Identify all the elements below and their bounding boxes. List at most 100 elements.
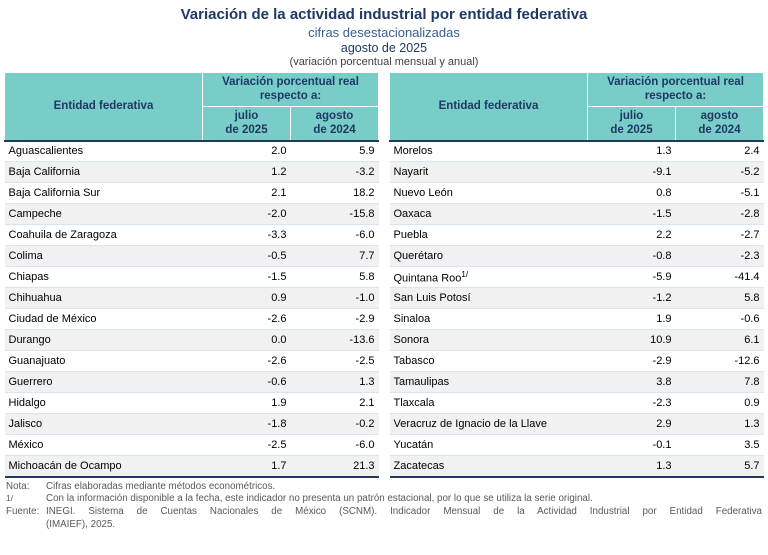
- note-fuente-text-line1: INEGI. Sistema de Cuentas Nacionales de …: [46, 505, 762, 517]
- monthly-variation-value: -0.5: [202, 245, 291, 267]
- monthly-variation-value: 0.9: [202, 287, 291, 309]
- monthly-variation-value: 1.2: [202, 161, 291, 183]
- monthly-variation-value: -2.6: [202, 308, 291, 330]
- table-row: Chihuahua 0.9 -1.0: [4, 287, 379, 309]
- monthly-variation-value: 1.3: [587, 455, 676, 478]
- annual-variation-value: 1.3: [290, 371, 379, 393]
- entity-name: Chihuahua: [4, 287, 203, 309]
- monthly-variation-value: 1.3: [587, 140, 676, 162]
- monthly-variation-value: 3.8: [587, 371, 676, 393]
- monthly-variation-value: -1.8: [202, 413, 291, 435]
- monthly-variation-value: 0.8: [587, 182, 676, 204]
- july-2025-column-header: julio de 2025: [202, 105, 291, 142]
- annual-variation-value: 7.8: [675, 371, 764, 393]
- annual-variation-value: -6.0: [290, 434, 379, 456]
- table-row: Guanajuato -2.6 -2.5: [4, 350, 379, 372]
- subtitle-seasonally-adjusted: cifras desestacionalizadas: [308, 25, 460, 40]
- entity-name: Puebla: [389, 224, 588, 246]
- annual-variation-value: 5.8: [290, 266, 379, 288]
- entity-name: Sonora: [389, 329, 588, 351]
- monthly-variation-value: -5.9: [587, 266, 676, 288]
- right-table-body: Morelos 1.3 2.4 Nayarit -9.1 -5.2 Nuevo León 0.…: [389, 140, 764, 478]
- annual-variation-value: 3.5: [675, 434, 764, 456]
- annual-variation-value: -1.0: [290, 287, 379, 309]
- annual-variation-value: -5.1: [675, 182, 764, 204]
- table-row: Tlaxcala -2.3 0.9: [389, 392, 764, 414]
- annual-variation-value: -2.3: [675, 245, 764, 267]
- table-row: Puebla 2.2 -2.7: [389, 224, 764, 246]
- annual-variation-value: 0.9: [675, 392, 764, 414]
- entity-name: Aguascalientes: [4, 140, 203, 162]
- monthly-variation-value: -0.8: [587, 245, 676, 267]
- monthly-variation-value: 0.0: [202, 329, 291, 351]
- table-row: San Luis Potosí -1.2 5.8: [389, 287, 764, 309]
- table-row: Nuevo León 0.8 -5.1: [389, 182, 764, 204]
- table-row: México -2.5 -6.0: [4, 434, 379, 456]
- table-row: Zacatecas 1.3 5.7: [389, 455, 764, 478]
- variation-group-header: Variación porcentual real respecto a:: [202, 72, 379, 107]
- monthly-variation-value: -1.5: [587, 203, 676, 225]
- entity-name: Guerrero: [4, 371, 203, 393]
- entity-name: Campeche: [4, 203, 203, 225]
- table-row: Quintana Roo1/-5.9 -41.4: [389, 266, 764, 288]
- variation-group-header: Variación porcentual real respecto a:: [587, 72, 764, 107]
- august-2024-column-header: agosto de 2024: [675, 105, 764, 142]
- monthly-variation-value: 2.9: [587, 413, 676, 435]
- entity-name: Jalisco: [4, 413, 203, 435]
- annual-variation-value: -12.6: [675, 350, 764, 372]
- table-row: Veracruz de Ignacio de la Llave 2.9 1.3: [389, 413, 764, 435]
- entity-name: San Luis Potosí: [389, 287, 588, 309]
- monthly-variation-value: 1.9: [587, 308, 676, 330]
- entity-name: Veracruz de Ignacio de la Llave: [389, 413, 588, 435]
- page: Variación de la actividad industrial por…: [4, 6, 764, 531]
- annual-variation-value: -2.9: [290, 308, 379, 330]
- monthly-variation-value: 2.1: [202, 182, 291, 204]
- entity-name: Colima: [4, 245, 203, 267]
- note-nota: Nota: Cifras elaboradas mediante métodos…: [6, 481, 762, 494]
- table-row: Tabasco -2.9 -12.6: [389, 350, 764, 372]
- entity-name: Coahuila de Zaragoza: [4, 224, 203, 246]
- annual-variation-value: -6.0: [290, 224, 379, 246]
- monthly-variation-value: -9.1: [587, 161, 676, 183]
- note-fuente: Fuente: INEGI. Sistema de Cuentas Nacion…: [6, 506, 762, 531]
- table-row: Hidalgo 1.9 2.1: [4, 392, 379, 414]
- table-row: Chiapas -1.5 5.8: [4, 266, 379, 288]
- note-fuente-label: Fuente:: [6, 505, 40, 517]
- table-row: Durango 0.0 -13.6: [4, 329, 379, 351]
- annual-variation-value: 6.1: [675, 329, 764, 351]
- annual-variation-value: 1.3: [675, 413, 764, 435]
- annual-variation-value: -2.7: [675, 224, 764, 246]
- annual-variation-value: 5.8: [675, 287, 764, 309]
- monthly-variation-value: 2.2: [587, 224, 676, 246]
- table-row: Aguascalientes 2.0 5.9: [4, 140, 379, 162]
- july-2025-column-header: julio de 2025: [587, 105, 676, 142]
- annual-variation-value: 18.2: [290, 182, 379, 204]
- annual-variation-value: 7.7: [290, 245, 379, 267]
- monthly-variation-value: -2.9: [587, 350, 676, 372]
- footnote-marker: 1/: [461, 269, 469, 279]
- entity-name: Durango: [4, 329, 203, 351]
- entity-name: México: [4, 434, 203, 456]
- left-table-body: Aguascalientes 2.0 5.9 Baja California 1.2 -3…: [4, 140, 379, 478]
- monthly-variation-value: 10.9: [587, 329, 676, 351]
- monthly-variation-value: -1.5: [202, 266, 291, 288]
- table-row: Morelos 1.3 2.4: [389, 140, 764, 162]
- entity-column-header: Entidad federativa: [4, 72, 203, 142]
- table-row: Nayarit -9.1 -5.2: [389, 161, 764, 183]
- annual-variation-value: -3.2: [290, 161, 379, 183]
- table-row: Colima -0.5 7.7: [4, 245, 379, 267]
- entity-table-left: Entidad federativa Variación porcentual …: [4, 72, 379, 478]
- entity-name: Tabasco: [389, 350, 588, 372]
- table-row: Yucatán -0.1 3.5: [389, 434, 764, 456]
- table-row: Guerrero -0.6 1.3: [4, 371, 379, 393]
- monthly-variation-value: -2.6: [202, 350, 291, 372]
- entity-name: Zacatecas: [389, 455, 588, 478]
- monthly-variation-value: -0.6: [202, 371, 291, 393]
- annual-variation-value: -2.8: [675, 203, 764, 225]
- entity-name: Chiapas: [4, 266, 203, 288]
- annual-variation-value: 2.4: [675, 140, 764, 162]
- table-row: Ciudad de México -2.6 -2.9: [4, 308, 379, 330]
- entity-table-right: Entidad federativa Variación porcentual …: [389, 72, 764, 478]
- entity-name: Nuevo León: [389, 182, 588, 204]
- entity-name: Michoacán de Ocampo: [4, 455, 203, 478]
